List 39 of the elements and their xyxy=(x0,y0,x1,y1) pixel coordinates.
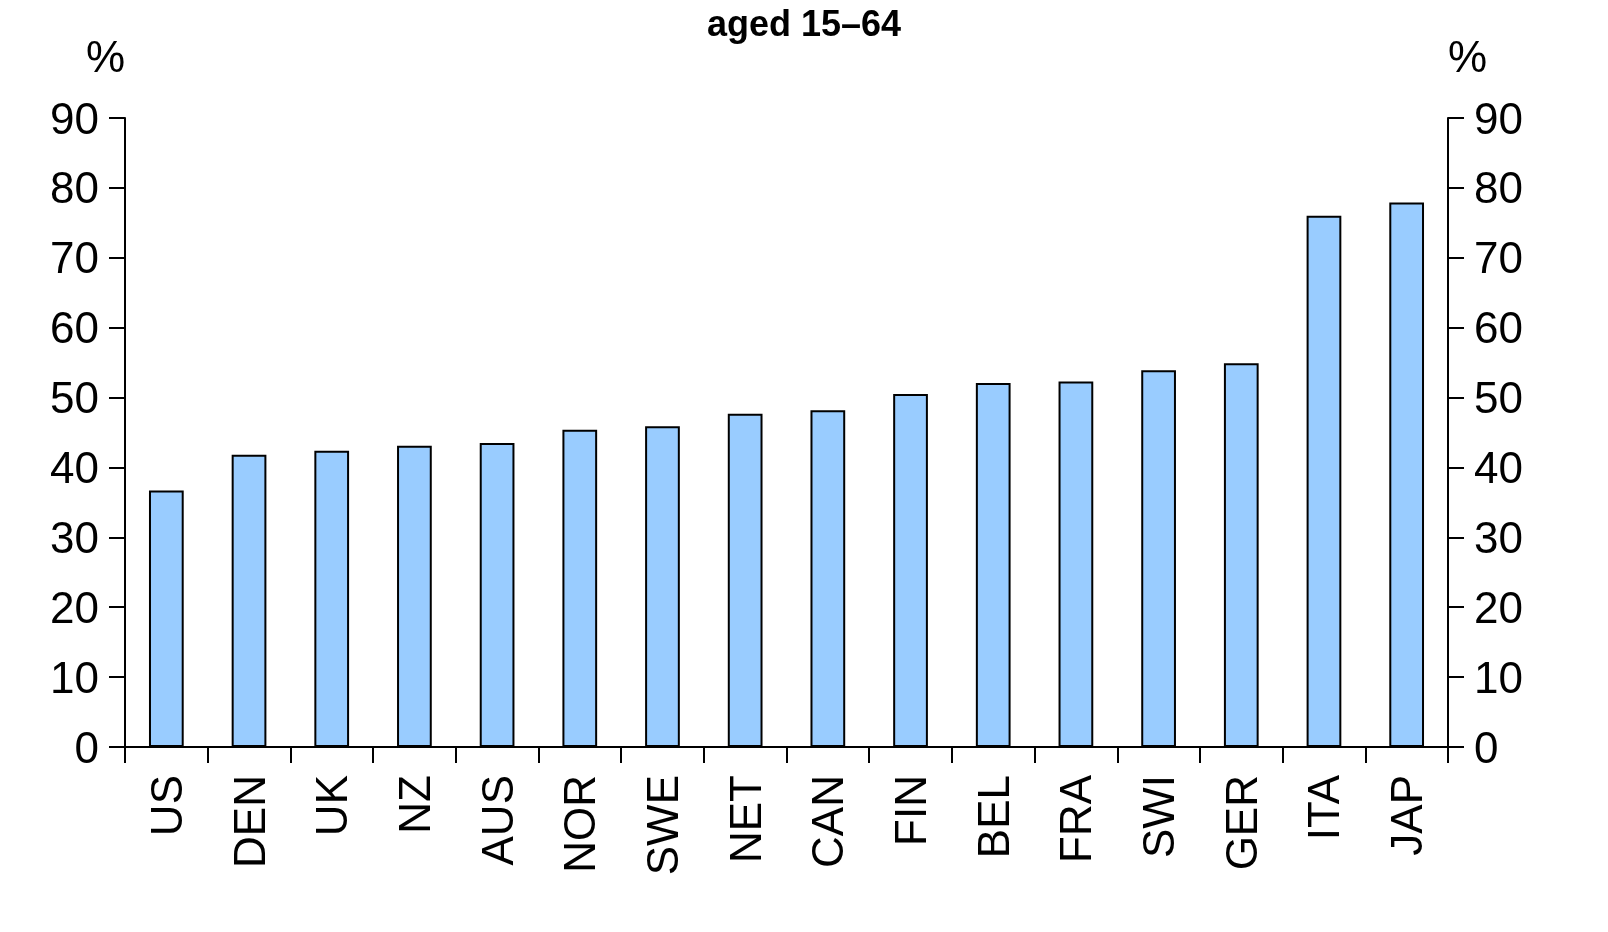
x-tick-label: GER xyxy=(1216,775,1266,871)
y2-tick-label: 10 xyxy=(1474,652,1523,702)
x-tick-label: NOR xyxy=(555,775,605,873)
y-tick-label: 40 xyxy=(50,442,99,492)
x-tick-label: SWE xyxy=(637,775,687,876)
y2-tick-label: 80 xyxy=(1474,163,1523,213)
y2-tick-label: 90 xyxy=(1474,93,1523,143)
y2-tick-label: 60 xyxy=(1474,303,1523,353)
x-tick-label: NET xyxy=(720,775,770,863)
x-tick-label: US xyxy=(141,775,191,837)
x-tick-label: SWI xyxy=(1134,775,1184,859)
x-tick-label: BEL xyxy=(968,775,1018,859)
y-axis-title: % xyxy=(85,31,125,81)
y2-tick-label: 0 xyxy=(1474,722,1499,772)
y2-tick-label: 70 xyxy=(1474,233,1523,283)
y2-axis-title: % xyxy=(1448,31,1488,81)
x-tick-label: AUS xyxy=(472,775,522,866)
y-tick-label: 50 xyxy=(50,373,99,423)
x-tick-label: DEN xyxy=(224,775,274,868)
y-tick-label: 70 xyxy=(50,233,99,283)
x-tick-label: NZ xyxy=(389,775,439,834)
x-tick-label: FIN xyxy=(886,775,936,846)
y-tick-label: 10 xyxy=(50,652,99,702)
x-tick-label: FRA xyxy=(1051,774,1101,863)
y-tick-label: 90 xyxy=(50,93,99,143)
y2-tick-label: 40 xyxy=(1474,442,1523,492)
y-tick-label: 30 xyxy=(50,512,99,562)
y2-tick-label: 30 xyxy=(1474,512,1523,562)
x-tick-label: ITA xyxy=(1299,774,1349,841)
x-tick-label: JAP xyxy=(1382,775,1432,856)
y-tick-label: 20 xyxy=(50,582,99,632)
x-tick-label: UK xyxy=(307,775,357,837)
chart-title: aged 15–64 xyxy=(706,2,902,44)
y-tick-label: 60 xyxy=(50,303,99,353)
x-tick-label: CAN xyxy=(803,775,853,868)
y2-tick-label: 50 xyxy=(1474,373,1523,423)
y-tick-label: 80 xyxy=(50,163,99,213)
y2-tick-label: 20 xyxy=(1474,582,1523,632)
y-tick-label: 0 xyxy=(74,722,99,772)
